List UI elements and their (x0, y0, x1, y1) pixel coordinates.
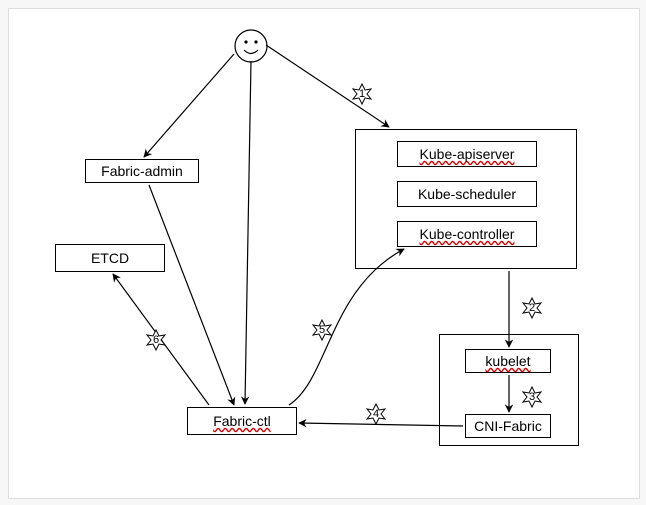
edge-smiley-fabricctl (245, 61, 251, 404)
node-kube-controller-label: Kube-controller (414, 224, 521, 244)
badge-6: 6 (145, 329, 167, 351)
edge-smiley-fabricadmin (144, 54, 234, 157)
badge-6-label: 6 (153, 334, 159, 346)
node-kube-controller: Kube-controller (397, 221, 537, 247)
node-kubelet: kubelet (465, 349, 551, 373)
node-fabric-ctl: Fabric-ctl (187, 407, 297, 435)
node-fabric-admin-label: Fabric-admin (95, 161, 189, 181)
badge-4-label: 4 (373, 408, 379, 420)
node-kube-apiserver: Kube-apiserver (397, 141, 537, 167)
edge-fabricadmin-fabricctl (149, 185, 234, 405)
node-fabric-admin: Fabric-admin (85, 159, 199, 183)
edge-fabricctl-kubecontroller (289, 249, 404, 405)
badge-4: 4 (365, 403, 387, 425)
badge-2-label: 2 (529, 302, 535, 314)
badge-3-label: 3 (529, 391, 535, 403)
diagram-canvas: Fabric-admin ETCD Fabric-ctl Kube-apiser… (8, 8, 640, 499)
node-kube-scheduler: Kube-scheduler (397, 181, 537, 207)
badge-2: 2 (521, 297, 543, 319)
user-smiley-icon (234, 29, 268, 68)
node-etcd-label: ETCD (85, 248, 135, 268)
node-cni-fabric: CNI-Fabric (465, 414, 551, 438)
node-fabric-ctl-label: Fabric-ctl (207, 411, 277, 431)
node-kube-scheduler-label: Kube-scheduler (412, 184, 522, 204)
badge-5: 5 (311, 319, 333, 341)
node-etcd: ETCD (55, 244, 165, 272)
node-kubelet-label: kubelet (479, 351, 536, 371)
badge-1: 1 (351, 83, 373, 105)
node-cni-fabric-label: CNI-Fabric (468, 416, 548, 436)
badge-5-label: 5 (319, 324, 325, 336)
node-kube-apiserver-label: Kube-apiserver (414, 144, 521, 164)
badge-3: 3 (521, 386, 543, 408)
badge-1-label: 1 (359, 88, 365, 100)
